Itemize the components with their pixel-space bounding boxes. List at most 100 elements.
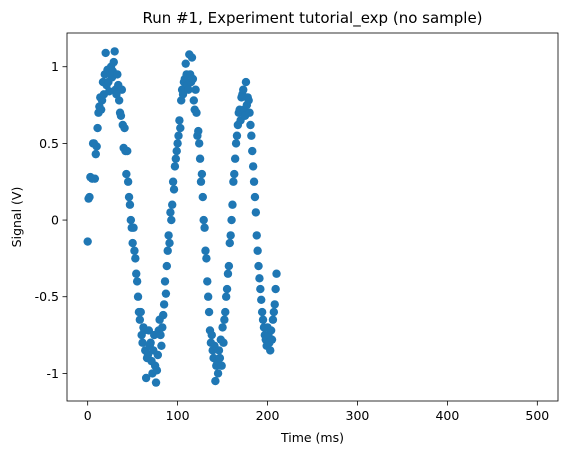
data-point [204, 307, 214, 317]
data-point [101, 48, 110, 58]
y-axis-label: Signal (V) [9, 187, 24, 248]
data-point [85, 192, 94, 202]
x-tick-label: 500 [525, 408, 549, 423]
data-point [211, 376, 220, 386]
data-point [109, 57, 118, 67]
y-tick-label: -0.5 [35, 289, 59, 304]
data-point [226, 231, 235, 240]
data-point [228, 200, 237, 209]
data-point [128, 238, 137, 248]
data-point [196, 177, 206, 186]
data-point [83, 237, 92, 246]
data-point [214, 346, 224, 355]
x-tick-label: 200 [256, 408, 280, 423]
data-point [253, 246, 262, 255]
data-point [105, 87, 114, 96]
data-point [246, 120, 255, 130]
data-point [93, 123, 102, 133]
y-axis-ticks: -1 -0.5 0 0.5 1 [35, 59, 67, 381]
x-tick-label: 100 [166, 408, 190, 423]
data-point [202, 254, 211, 263]
data-point [90, 174, 100, 183]
data-point [188, 74, 198, 84]
data-point [168, 200, 177, 209]
data-point [135, 315, 145, 324]
data-point [231, 139, 241, 148]
data-point [203, 277, 212, 286]
data-point [110, 47, 119, 56]
data-point [159, 310, 168, 320]
data-point [175, 116, 184, 125]
points-layer [83, 47, 281, 387]
data-point [169, 185, 179, 194]
data-point [230, 154, 240, 163]
data-point [249, 177, 259, 186]
data-point [221, 307, 230, 317]
data-point [170, 162, 180, 171]
data-point [123, 177, 133, 186]
data-point [159, 300, 169, 309]
data-point [131, 254, 140, 263]
data-point [165, 238, 174, 248]
data-point [270, 300, 279, 309]
data-point [248, 146, 257, 156]
data-point [248, 162, 258, 171]
data-point [245, 108, 254, 117]
data-point [171, 154, 181, 163]
data-point [257, 307, 267, 317]
data-point [114, 96, 124, 105]
y-tick-label: 0 [51, 213, 59, 228]
data-point [199, 215, 208, 225]
data-point [194, 139, 204, 148]
data-point [201, 246, 210, 255]
data-point [194, 126, 203, 136]
data-point [224, 261, 234, 271]
data-point [271, 284, 280, 294]
data-point [129, 223, 138, 232]
data-point [136, 307, 145, 317]
data-point [232, 131, 242, 140]
data-point [138, 338, 147, 347]
data-point [156, 330, 165, 340]
data-point [162, 261, 172, 271]
data-point [215, 353, 225, 363]
x-axis-label: Time (ms) [280, 430, 344, 445]
data-point [141, 373, 151, 383]
data-point [266, 326, 276, 335]
data-point [181, 59, 190, 68]
data-point [266, 346, 275, 355]
plot-frame [66, 32, 559, 402]
data-point [258, 315, 268, 324]
data-point [230, 169, 239, 179]
data-point [160, 277, 170, 286]
data-point [225, 238, 234, 248]
data-point [117, 85, 127, 94]
data-point [250, 192, 260, 202]
data-point [197, 169, 207, 179]
data-point [192, 108, 201, 117]
data-point [195, 154, 205, 163]
data-point [164, 231, 173, 240]
data-point [221, 292, 231, 301]
data-point [123, 146, 132, 156]
data-point [167, 215, 176, 225]
data-point [218, 323, 227, 332]
data-point [244, 96, 253, 105]
data-point [254, 261, 263, 271]
y-tick-label: 0.5 [39, 136, 59, 151]
data-point [272, 269, 281, 278]
data-point [133, 292, 143, 301]
data-point [269, 307, 279, 317]
data-point [152, 366, 162, 375]
data-point [247, 131, 256, 140]
data-point [120, 123, 129, 133]
data-point [203, 292, 213, 301]
data-point [184, 85, 193, 94]
data-point [168, 177, 178, 186]
x-tick-label: 400 [435, 408, 459, 423]
data-point [207, 330, 216, 340]
data-point [172, 146, 181, 156]
y-tick-label: 1 [51, 59, 59, 74]
data-point [255, 274, 264, 283]
